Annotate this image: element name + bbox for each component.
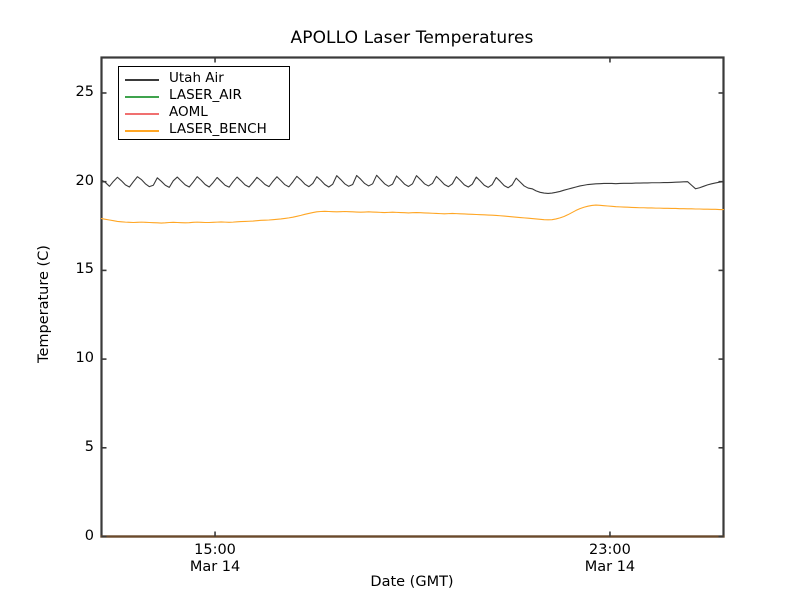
legend-label: Utah Air — [169, 70, 224, 86]
y-tick-label: 20 — [75, 172, 94, 189]
x-tick-label: 15:00 Mar 14 — [189, 541, 241, 575]
series-line — [100, 174, 725, 194]
y-axis-tick-labels: 0 5 10 15 20 25 — [46, 0, 94, 600]
series-line — [100, 204, 725, 224]
y-tick-label: 10 — [75, 350, 94, 367]
y-tick-label: 25 — [75, 83, 94, 100]
legend-label: AOML — [169, 104, 208, 120]
legend-color-swatch — [125, 113, 159, 115]
legend-label: LASER_BENCH — [169, 121, 267, 137]
legend-color-swatch — [125, 130, 159, 132]
y-tick-label: 5 — [84, 438, 94, 455]
legend-item[interactable]: LASER_BENCH — [125, 121, 289, 139]
legend-color-swatch — [125, 96, 159, 98]
chart-legend[interactable]: Utah Air LASER_AIR AOML LASER_BENCH — [118, 66, 290, 140]
y-tick-label: 0 — [84, 527, 94, 544]
legend-item[interactable]: Utah Air — [125, 70, 289, 88]
legend-color-swatch — [125, 79, 159, 81]
legend-item[interactable]: AOML — [125, 104, 289, 122]
x-axis-label: Date (GMT) — [370, 574, 454, 590]
legend-item[interactable]: LASER_AIR — [125, 87, 289, 105]
chart-title: APOLLO Laser Temperatures — [290, 28, 534, 48]
y-tick-label: 15 — [75, 261, 94, 278]
x-tick-label: 23:00 Mar 14 — [584, 541, 636, 575]
legend-label: LASER_AIR — [169, 87, 242, 103]
